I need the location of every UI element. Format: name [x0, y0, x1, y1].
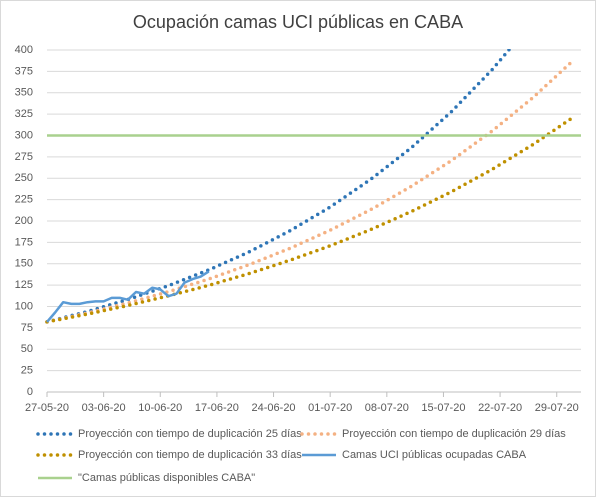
y-tick-label: 125 — [15, 279, 33, 291]
x-tick-label: 17-06-20 — [195, 402, 239, 414]
x-tick-label: 10-06-20 — [138, 402, 182, 414]
y-tick-label: 250 — [15, 172, 33, 184]
y-tick-label: 175 — [15, 236, 33, 248]
legend-label: Proyección con tiempo de duplicación 33 … — [78, 449, 302, 461]
x-tick-label: 24-06-20 — [252, 402, 296, 414]
x-tick-label: 27-05-20 — [25, 402, 69, 414]
legend-label: Proyección con tiempo de duplicación 29 … — [342, 428, 566, 440]
legend-label: Camas UCI públicas ocupadas CABA — [342, 449, 527, 461]
y-tick-label: 25 — [21, 365, 33, 377]
y-tick-label: 375 — [15, 65, 33, 77]
series-line — [45, 115, 575, 324]
chart-title: Ocupación camas UCI públicas en CABA — [133, 12, 463, 32]
x-tick-label: 03-06-20 — [82, 402, 126, 414]
y-tick-label: 150 — [15, 258, 33, 270]
y-tick-label: 275 — [15, 151, 33, 163]
x-tick-label: 29-07-20 — [535, 402, 579, 414]
y-tick-label: 350 — [15, 87, 33, 99]
x-tick-label: 08-07-20 — [365, 402, 409, 414]
y-tick-label: 325 — [15, 108, 33, 120]
legend-label: "Camas públicas disponibles CABA" — [78, 472, 255, 484]
legend-label: Proyección con tiempo de duplicación 25 … — [78, 428, 302, 440]
x-tick-label: 15-07-20 — [421, 402, 465, 414]
y-tick-label: 75 — [21, 322, 33, 334]
y-tick-label: 50 — [21, 343, 33, 355]
y-tick-label: 0 — [27, 386, 33, 398]
series-line — [46, 270, 210, 323]
x-tick-label: 22-07-20 — [478, 402, 522, 414]
plot-area — [45, 49, 581, 324]
y-tick-label: 200 — [15, 215, 33, 227]
y-tick-label: 400 — [15, 44, 33, 56]
y-tick-label: 100 — [15, 300, 33, 312]
y-tick-label: 300 — [15, 129, 33, 141]
x-tick-label: 01-07-20 — [308, 402, 352, 414]
y-tick-label: 225 — [15, 194, 33, 206]
